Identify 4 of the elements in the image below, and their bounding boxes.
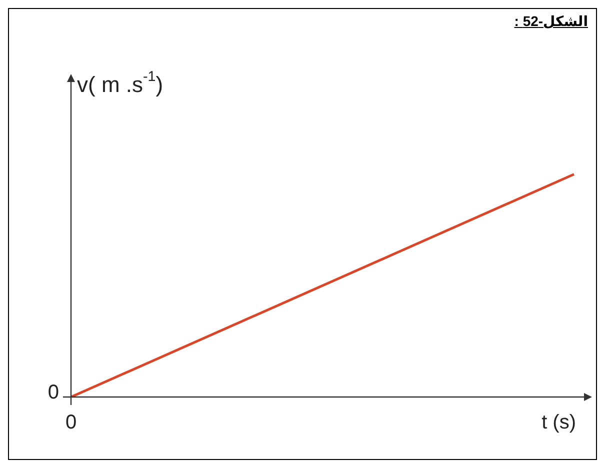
text: 0 (65, 412, 77, 434)
chart-title: الشكل-52 : (514, 13, 588, 30)
annotation: 0 (48, 382, 59, 404)
x-axis-title: t (s) (542, 412, 576, 434)
